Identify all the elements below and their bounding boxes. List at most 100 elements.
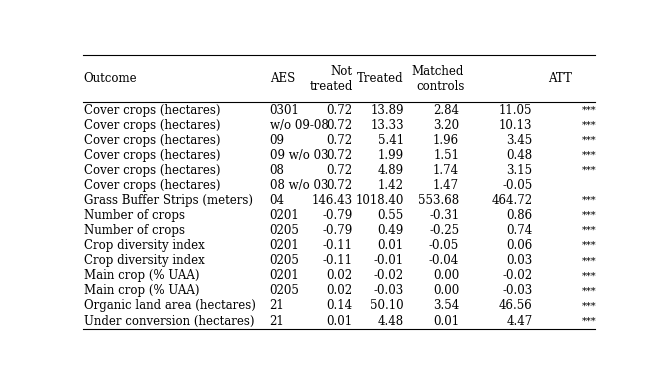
Text: -0.02: -0.02 — [373, 269, 404, 282]
Text: 04: 04 — [270, 194, 285, 207]
Text: 0205: 0205 — [270, 254, 299, 267]
Text: Cover crops (hectares): Cover crops (hectares) — [84, 179, 220, 192]
Text: 1018.40: 1018.40 — [356, 194, 404, 207]
Text: 4.89: 4.89 — [377, 164, 404, 177]
Text: 1.99: 1.99 — [377, 149, 404, 162]
Text: -0.03: -0.03 — [373, 284, 404, 297]
Text: Cover crops (hectares): Cover crops (hectares) — [84, 119, 220, 132]
Text: 0.01: 0.01 — [433, 315, 459, 328]
Text: -0.79: -0.79 — [323, 224, 352, 237]
Text: Cover crops (hectares): Cover crops (hectares) — [84, 149, 220, 162]
Text: 09: 09 — [270, 134, 285, 147]
Text: ***: *** — [582, 226, 597, 235]
Text: ***: *** — [582, 105, 597, 114]
Text: 464.72: 464.72 — [491, 194, 532, 207]
Text: 0.03: 0.03 — [506, 254, 532, 267]
Text: ***: *** — [582, 211, 597, 220]
Text: 3.45: 3.45 — [506, 134, 532, 147]
Text: 09 w/o 03: 09 w/o 03 — [270, 149, 329, 162]
Text: w/o 09-08: w/o 09-08 — [270, 119, 329, 132]
Text: ***: *** — [582, 256, 597, 265]
Text: Crop diversity index: Crop diversity index — [84, 254, 204, 267]
Text: ***: *** — [582, 286, 597, 295]
Text: 3.54: 3.54 — [433, 300, 459, 312]
Text: 0.01: 0.01 — [327, 315, 352, 328]
Text: ATT: ATT — [548, 72, 572, 85]
Text: 0.02: 0.02 — [327, 284, 352, 297]
Text: 1.42: 1.42 — [378, 179, 404, 192]
Text: 1.74: 1.74 — [433, 164, 459, 177]
Text: 1.51: 1.51 — [433, 149, 459, 162]
Text: 1.96: 1.96 — [433, 134, 459, 147]
Text: 08 w/o 03: 08 w/o 03 — [270, 179, 328, 192]
Text: ***: *** — [582, 166, 597, 175]
Text: ***: *** — [582, 151, 597, 160]
Text: 0.49: 0.49 — [377, 224, 404, 237]
Text: 0.14: 0.14 — [327, 300, 352, 312]
Text: 0.01: 0.01 — [377, 239, 404, 252]
Text: 1.47: 1.47 — [433, 179, 459, 192]
Text: Crop diversity index: Crop diversity index — [84, 239, 204, 252]
Text: 0.48: 0.48 — [506, 149, 532, 162]
Text: 21: 21 — [270, 315, 284, 328]
Text: 5.41: 5.41 — [377, 134, 404, 147]
Text: 0.72: 0.72 — [327, 134, 352, 147]
Text: 46.56: 46.56 — [498, 300, 532, 312]
Text: 10.13: 10.13 — [499, 119, 532, 132]
Text: -0.11: -0.11 — [323, 254, 352, 267]
Text: -0.01: -0.01 — [373, 254, 404, 267]
Text: 21: 21 — [270, 300, 284, 312]
Text: Cover crops (hectares): Cover crops (hectares) — [84, 164, 220, 177]
Text: Matched
controls: Matched controls — [412, 65, 464, 93]
Text: -0.02: -0.02 — [502, 269, 532, 282]
Text: ***: *** — [582, 316, 597, 325]
Text: Organic land area (hectares): Organic land area (hectares) — [84, 300, 256, 312]
Text: -0.05: -0.05 — [429, 239, 459, 252]
Text: 0.72: 0.72 — [327, 179, 352, 192]
Text: Not
treated: Not treated — [309, 65, 352, 93]
Text: ***: *** — [582, 196, 597, 205]
Text: 2.84: 2.84 — [433, 104, 459, 117]
Text: 0.74: 0.74 — [506, 224, 532, 237]
Text: AES: AES — [270, 72, 295, 85]
Text: Main crop (% UAA): Main crop (% UAA) — [84, 284, 199, 297]
Text: 0201: 0201 — [270, 209, 299, 222]
Text: 11.05: 11.05 — [499, 104, 532, 117]
Text: Grass Buffer Strips (meters): Grass Buffer Strips (meters) — [84, 194, 253, 207]
Text: ***: *** — [582, 271, 597, 280]
Text: 0201: 0201 — [270, 239, 299, 252]
Text: 0205: 0205 — [270, 284, 299, 297]
Text: -0.03: -0.03 — [502, 284, 532, 297]
Text: -0.04: -0.04 — [429, 254, 459, 267]
Text: 13.89: 13.89 — [370, 104, 404, 117]
Text: 0.06: 0.06 — [506, 239, 532, 252]
Text: Cover crops (hectares): Cover crops (hectares) — [84, 134, 220, 147]
Text: 4.47: 4.47 — [506, 315, 532, 328]
Text: -0.25: -0.25 — [429, 224, 459, 237]
Text: 3.20: 3.20 — [433, 119, 459, 132]
Text: Under conversion (hectares): Under conversion (hectares) — [84, 315, 254, 328]
Text: 0.72: 0.72 — [327, 149, 352, 162]
Text: 0.00: 0.00 — [433, 269, 459, 282]
Text: -0.31: -0.31 — [429, 209, 459, 222]
Text: 0301: 0301 — [270, 104, 299, 117]
Text: 0201: 0201 — [270, 269, 299, 282]
Text: Treated: Treated — [357, 72, 404, 85]
Text: 0.55: 0.55 — [377, 209, 404, 222]
Text: 4.48: 4.48 — [377, 315, 404, 328]
Text: 0.86: 0.86 — [506, 209, 532, 222]
Text: 0.00: 0.00 — [433, 284, 459, 297]
Text: 553.68: 553.68 — [418, 194, 459, 207]
Text: -0.79: -0.79 — [323, 209, 352, 222]
Text: 0205: 0205 — [270, 224, 299, 237]
Text: ***: *** — [582, 136, 597, 145]
Text: Outcome: Outcome — [84, 72, 137, 85]
Text: Cover crops (hectares): Cover crops (hectares) — [84, 104, 220, 117]
Text: 0.72: 0.72 — [327, 104, 352, 117]
Text: 0.72: 0.72 — [327, 119, 352, 132]
Text: 50.10: 50.10 — [370, 300, 404, 312]
Text: -0.11: -0.11 — [323, 239, 352, 252]
Text: 0.72: 0.72 — [327, 164, 352, 177]
Text: 13.33: 13.33 — [370, 119, 404, 132]
Text: 3.15: 3.15 — [506, 164, 532, 177]
